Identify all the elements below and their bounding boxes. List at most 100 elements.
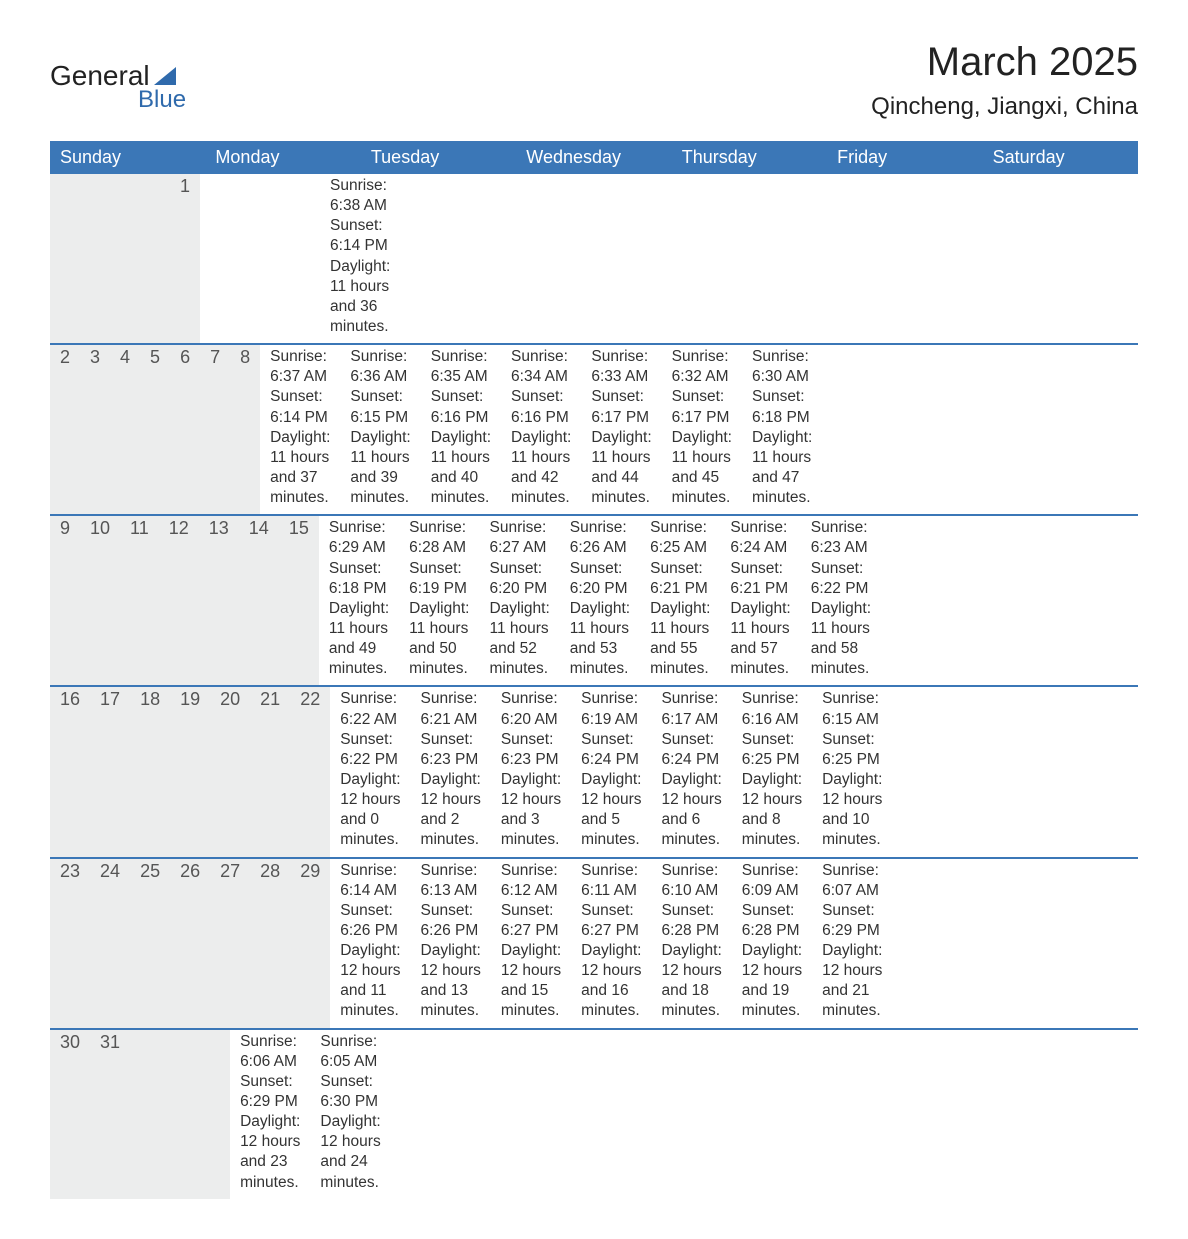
- day-cell: Sunrise: 6:33 AMSunset: 6:17 PMDaylight:…: [581, 345, 661, 514]
- day-number: 29: [290, 859, 330, 1028]
- sunset-line: Sunset: 6:22 PM: [811, 559, 871, 599]
- day-number: 1: [170, 174, 200, 343]
- sunset-line: Sunset: 6:17 PM: [591, 387, 651, 427]
- daylight-line: Daylight: 12 hours and 11 minutes.: [340, 941, 400, 1022]
- day-number: 30: [50, 1030, 90, 1199]
- weekday-sunday: Sunday: [50, 141, 205, 174]
- day-number: 27: [210, 859, 250, 1028]
- day-number: 6: [170, 345, 200, 514]
- daylight-line: Daylight: 11 hours and 47 minutes.: [752, 428, 812, 509]
- sunrise-line: Sunrise: 6:32 AM: [672, 347, 732, 387]
- day-cell: Sunrise: 6:36 AMSunset: 6:15 PMDaylight:…: [340, 345, 420, 514]
- weekday-thursday: Thursday: [672, 141, 827, 174]
- day-number: 25: [130, 859, 170, 1028]
- sunrise-line: Sunrise: 6:29 AM: [329, 518, 389, 558]
- sunset-line: Sunset: 6:29 PM: [240, 1072, 300, 1112]
- day-number: [90, 174, 110, 343]
- daylight-line: Daylight: 12 hours and 18 minutes.: [661, 941, 721, 1022]
- day-number: 2: [50, 345, 80, 514]
- sunset-line: Sunset: 6:20 PM: [570, 559, 630, 599]
- sunset-line: Sunset: 6:15 PM: [350, 387, 410, 427]
- daynum-row: 9101112131415: [50, 516, 319, 685]
- sunrise-line: Sunrise: 6:37 AM: [270, 347, 330, 387]
- day-number: 20: [210, 687, 250, 856]
- sunset-line: Sunset: 6:20 PM: [489, 559, 549, 599]
- day-cell: [471, 1030, 491, 1199]
- weekday-monday: Monday: [205, 141, 360, 174]
- daylight-line: Daylight: 11 hours and 58 minutes.: [811, 599, 871, 680]
- day-number: 31: [90, 1030, 130, 1199]
- day-cell: [260, 174, 280, 343]
- sunrise-line: Sunrise: 6:23 AM: [811, 518, 871, 558]
- sunrise-line: Sunrise: 6:25 AM: [650, 518, 710, 558]
- week-row: 9101112131415Sunrise: 6:29 AM Sunset: 6:1…: [50, 516, 1138, 687]
- details-row: Sunrise: 6:38 AMSunset: 6:14 PMDaylight:…: [200, 174, 400, 343]
- week-row: 16171819202122Sunrise: 6:22 AMSunset: 6:…: [50, 687, 1138, 858]
- day-number: [130, 1030, 150, 1199]
- location: Qincheng, Jiangxi, China: [871, 93, 1138, 121]
- day-number: 5: [140, 345, 170, 514]
- day-cell: Sunrise: 6:13 AMSunset: 6:26 PMDaylight:…: [411, 859, 491, 1028]
- day-cell: Sunrise: 6:23 AMSunset: 6:22 PMDaylight:…: [801, 516, 881, 685]
- title-block: March 2025 Qincheng, Jiangxi, China: [871, 40, 1138, 121]
- day-cell: Sunrise: 6:07 AMSunset: 6:29 PMDaylight:…: [812, 859, 892, 1028]
- weekday-wednesday: Wednesday: [516, 141, 671, 174]
- sunrise-line: Sunrise: 6:12 AM: [501, 861, 561, 901]
- logo-triangle-icon: [154, 67, 176, 85]
- weeks-container: 1Sunrise: 6:38 AMSunset: 6:14 PMDaylight…: [50, 174, 1138, 1199]
- daylight-line: Daylight: 12 hours and 0 minutes.: [340, 770, 400, 851]
- day-cell: Sunrise: 6:22 AMSunset: 6:22 PMDaylight:…: [330, 687, 410, 856]
- day-number: 18: [130, 687, 170, 856]
- day-number: 24: [90, 859, 130, 1028]
- sunrise-line: Sunrise: 6:19 AM: [581, 689, 641, 729]
- day-number: 3: [80, 345, 110, 514]
- sunset-line: Sunset: 6:21 PM: [650, 559, 710, 599]
- sunrise-line: Sunrise: 6:38 AM: [330, 176, 390, 216]
- weekday-header-row: Sunday Monday Tuesday Wednesday Thursday…: [50, 141, 1138, 174]
- daynum-row: 2345678: [50, 345, 260, 514]
- day-number: [130, 174, 150, 343]
- sunset-line: Sunset: 6:28 PM: [742, 901, 802, 941]
- daylight-line: Daylight: 11 hours and 57 minutes.: [730, 599, 790, 680]
- day-cell: Sunrise: 6:16 AMSunset: 6:25 PMDaylight:…: [732, 687, 812, 856]
- calendar: Sunday Monday Tuesday Wednesday Thursday…: [50, 141, 1138, 1199]
- day-cell: Sunrise: 6:05 AMSunset: 6:30 PMDaylight:…: [310, 1030, 390, 1199]
- day-cell: Sunrise: 6:06 AMSunset: 6:29 PMDaylight:…: [230, 1030, 310, 1199]
- day-cell: Sunrise: 6:17 AMSunset: 6:24 PMDaylight:…: [651, 687, 731, 856]
- daylight-line: Daylight: 11 hours and 52 minutes.: [489, 599, 549, 680]
- sunrise-line: Sunrise: 6:16 AM: [742, 689, 802, 729]
- daylight-line: Daylight: 12 hours and 23 minutes.: [240, 1112, 300, 1193]
- logo-text-blue: Blue: [138, 86, 186, 114]
- sunrise-line: Sunrise: 6:24 AM: [730, 518, 790, 558]
- day-number: 22: [290, 687, 330, 856]
- day-cell: Sunrise: 6:27 AMSunset: 6:20 PMDaylight:…: [479, 516, 559, 685]
- day-number: 7: [200, 345, 230, 514]
- day-cell: Sunrise: 6:26 AMSunset: 6:20 PMDaylight:…: [560, 516, 640, 685]
- sunrise-line: Sunrise: 6:06 AM: [240, 1032, 300, 1072]
- daylight-line: Daylight: 12 hours and 3 minutes.: [501, 770, 561, 851]
- sunrise-line: Sunrise: 6:34 AM: [511, 347, 571, 387]
- daylight-line: Daylight: 12 hours and 24 minutes.: [320, 1112, 380, 1193]
- day-number: [70, 174, 90, 343]
- day-number: 10: [80, 516, 120, 685]
- sunrise-line: Sunrise: 6:09 AM: [742, 861, 802, 901]
- logo: General Blue: [50, 40, 186, 114]
- daylight-line: Daylight: 11 hours and 49 minutes.: [329, 599, 389, 680]
- sunset-line: Sunset: 6:22 PM: [340, 730, 400, 770]
- sunset-line: Sunset: 6:26 PM: [421, 901, 481, 941]
- details-row: Sunrise: 6:14 AMSunset: 6:26 PMDaylight:…: [330, 859, 892, 1028]
- month-title: March 2025: [871, 40, 1138, 85]
- sunset-line: Sunset: 6:30 PM: [320, 1072, 380, 1112]
- sunset-line: Sunset: 6:18 PM: [752, 387, 812, 427]
- sunset-line: Sunset: 6:14 PM: [270, 387, 330, 427]
- day-number: [150, 174, 170, 343]
- day-number: 19: [170, 687, 210, 856]
- sunrise-line: Sunrise: 6:17 AM: [661, 689, 721, 729]
- daylight-line: Daylight: 11 hours and 53 minutes.: [570, 599, 630, 680]
- sunset-line: Sunset: 6:24 PM: [661, 730, 721, 770]
- day-number: 28: [250, 859, 290, 1028]
- sunset-line: Sunset: 6:19 PM: [409, 559, 469, 599]
- sunset-line: Sunset: 6:28 PM: [661, 901, 721, 941]
- daylight-line: Daylight: 12 hours and 10 minutes.: [822, 770, 882, 851]
- day-cell: Sunrise: 6:10 AMSunset: 6:28 PMDaylight:…: [651, 859, 731, 1028]
